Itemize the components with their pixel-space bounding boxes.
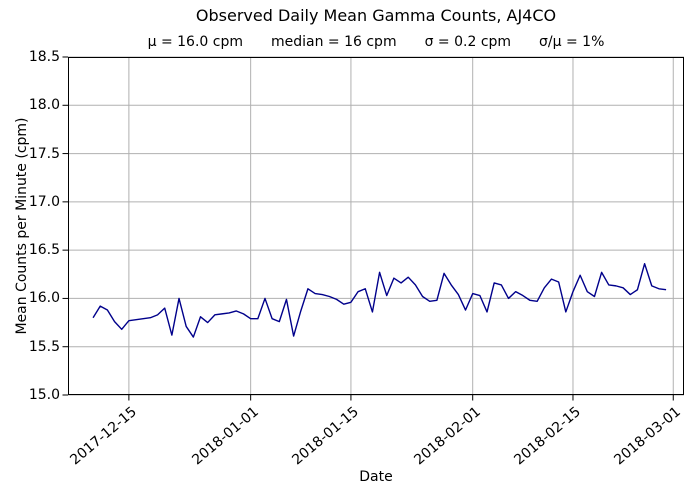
stat-sigma-over-mu: σ/μ = 1% bbox=[539, 34, 605, 50]
x-axis-label: Date bbox=[359, 469, 393, 485]
plot-area bbox=[62, 56, 684, 401]
y-tick-label: 15.0 bbox=[28, 387, 60, 403]
y-tick-label: 18.5 bbox=[28, 49, 60, 65]
stat-sigma: σ = 0.2 cpm bbox=[424, 34, 512, 50]
y-tick-label: 17.5 bbox=[28, 145, 60, 162]
plot-border bbox=[68, 57, 684, 395]
chart-title: Observed Daily Mean Gamma Counts, AJ4CO bbox=[195, 6, 557, 25]
stat-median: median = 16 cpm bbox=[270, 34, 397, 50]
y-tick-label: 16.0 bbox=[28, 290, 60, 307]
series-line bbox=[92, 262, 667, 338]
y-tick-label: 16.5 bbox=[28, 242, 60, 259]
y-tick-label: 17.0 bbox=[28, 193, 60, 210]
y-tick-label: 18.0 bbox=[28, 97, 60, 114]
stat-mean: μ = 16.0 cpm bbox=[147, 34, 243, 50]
stats-line: μ = 16.0 cpm median = 16 cpm σ = 0.2 cpm… bbox=[68, 34, 684, 50]
y-tick-label: 15.5 bbox=[28, 338, 60, 355]
